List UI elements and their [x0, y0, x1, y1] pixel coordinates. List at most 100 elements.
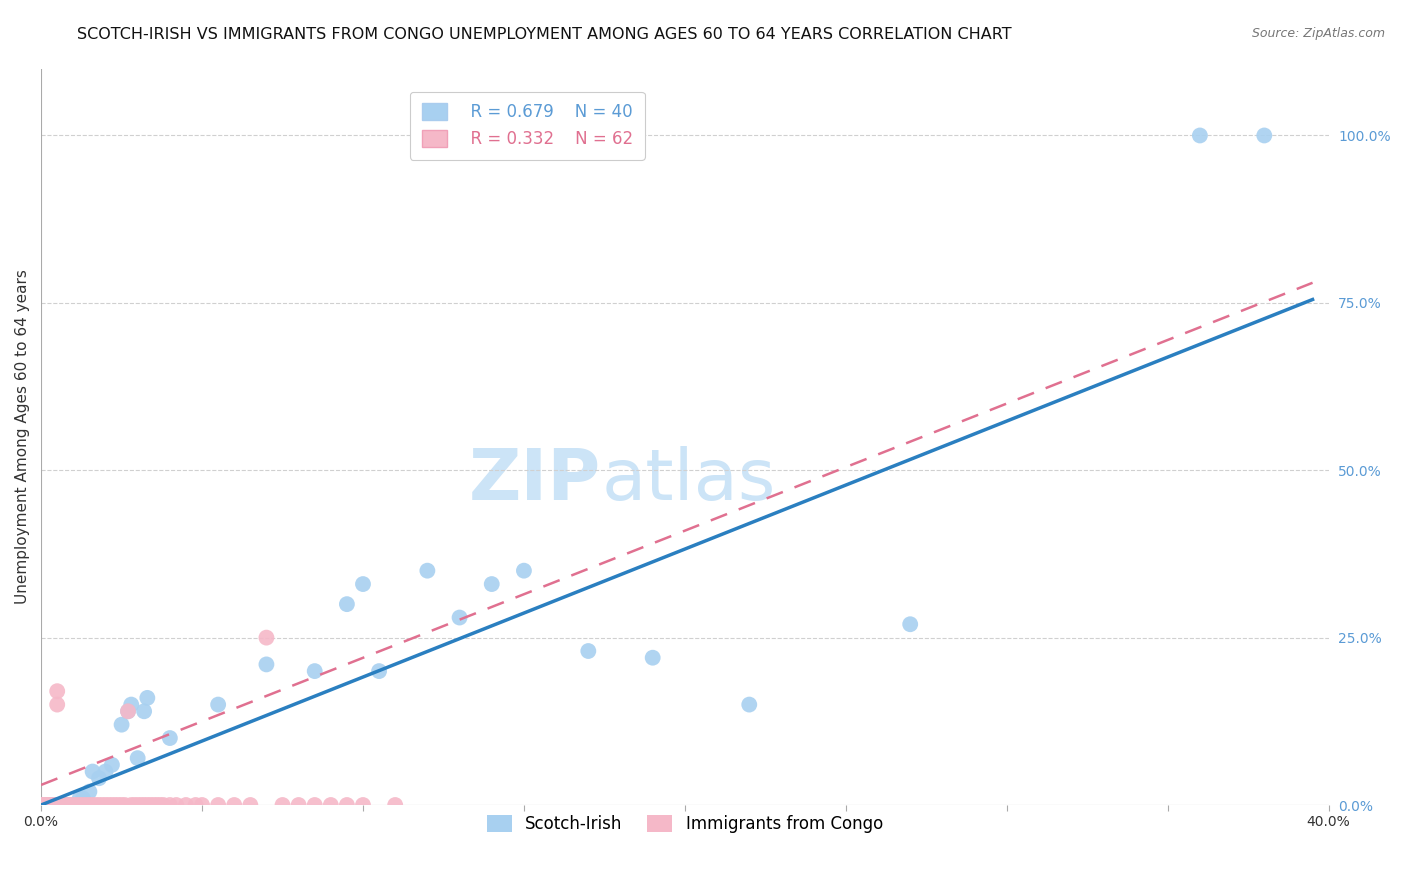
Point: [304, 664, 326, 678]
Point: [42, 797, 65, 812]
Point: [271, 797, 294, 812]
Point: [120, 797, 142, 812]
Point: [319, 797, 342, 812]
Point: [132, 797, 155, 812]
Point: [62, 797, 84, 812]
Point: [1253, 128, 1275, 143]
Point: [62, 797, 84, 812]
Point: [46, 698, 69, 712]
Point: [110, 717, 132, 731]
Point: [898, 617, 921, 632]
Point: [304, 797, 326, 812]
Point: [42, 797, 65, 812]
Point: [87, 771, 110, 785]
Point: [207, 797, 229, 812]
Point: [91, 797, 114, 812]
Point: [174, 797, 197, 812]
Point: [39, 797, 62, 812]
Point: [94, 764, 117, 779]
Point: [481, 577, 503, 591]
Point: [239, 797, 262, 812]
Point: [30, 797, 52, 812]
Point: [368, 664, 391, 678]
Point: [114, 797, 136, 812]
Point: [65, 797, 87, 812]
Point: [287, 797, 309, 812]
Point: [127, 797, 149, 812]
Point: [82, 764, 104, 779]
Point: [384, 797, 406, 812]
Point: [132, 704, 155, 718]
Point: [165, 797, 187, 812]
Point: [107, 797, 129, 812]
Y-axis label: Unemployment Among Ages 60 to 64 years: Unemployment Among Ages 60 to 64 years: [15, 269, 30, 604]
Point: [117, 704, 139, 718]
Point: [576, 644, 599, 658]
Point: [72, 797, 94, 812]
Point: [34, 797, 56, 812]
Point: [117, 704, 139, 718]
Point: [72, 791, 94, 805]
Text: atlas: atlas: [602, 447, 776, 516]
Point: [52, 797, 75, 812]
Point: [87, 797, 110, 812]
Point: [124, 797, 146, 812]
Point: [513, 564, 536, 578]
Point: [37, 797, 59, 812]
Text: SCOTCH-IRISH VS IMMIGRANTS FROM CONGO UNEMPLOYMENT AMONG AGES 60 TO 64 YEARS COR: SCOTCH-IRISH VS IMMIGRANTS FROM CONGO UN…: [77, 27, 1012, 42]
Point: [79, 797, 101, 812]
Point: [336, 797, 359, 812]
Point: [191, 797, 214, 812]
Point: [42, 797, 65, 812]
Point: [59, 797, 82, 812]
Point: [352, 577, 374, 591]
Point: [136, 797, 159, 812]
Point: [336, 597, 359, 611]
Text: Source: ZipAtlas.com: Source: ZipAtlas.com: [1251, 27, 1385, 40]
Legend: Scotch-Irish, Immigrants from Congo: Scotch-Irish, Immigrants from Congo: [475, 803, 894, 845]
Point: [641, 650, 664, 665]
Point: [139, 797, 162, 812]
Point: [110, 797, 132, 812]
Point: [97, 797, 120, 812]
Text: ZIP: ZIP: [470, 447, 602, 516]
Point: [30, 797, 52, 812]
Point: [120, 698, 142, 712]
Point: [46, 797, 69, 812]
Point: [39, 797, 62, 812]
Point: [1188, 128, 1211, 143]
Point: [142, 797, 165, 812]
Point: [149, 797, 172, 812]
Point: [416, 564, 439, 578]
Point: [30, 797, 52, 812]
Point: [159, 731, 181, 745]
Point: [34, 797, 56, 812]
Point: [184, 797, 207, 812]
Point: [75, 797, 97, 812]
Point: [59, 797, 82, 812]
Point: [352, 797, 374, 812]
Point: [449, 610, 471, 624]
Point: [69, 791, 91, 805]
Point: [49, 797, 72, 812]
Point: [146, 797, 169, 812]
Point: [56, 797, 79, 812]
Point: [94, 797, 117, 812]
Point: [34, 797, 56, 812]
Point: [254, 631, 277, 645]
Point: [84, 797, 107, 812]
Point: [82, 797, 104, 812]
Point: [49, 797, 72, 812]
Point: [56, 797, 79, 812]
Point: [224, 797, 246, 812]
Point: [37, 797, 59, 812]
Point: [101, 757, 124, 772]
Point: [254, 657, 277, 672]
Point: [738, 698, 761, 712]
Point: [52, 797, 75, 812]
Point: [104, 797, 127, 812]
Point: [46, 684, 69, 698]
Point: [152, 797, 174, 812]
Point: [39, 797, 62, 812]
Point: [207, 698, 229, 712]
